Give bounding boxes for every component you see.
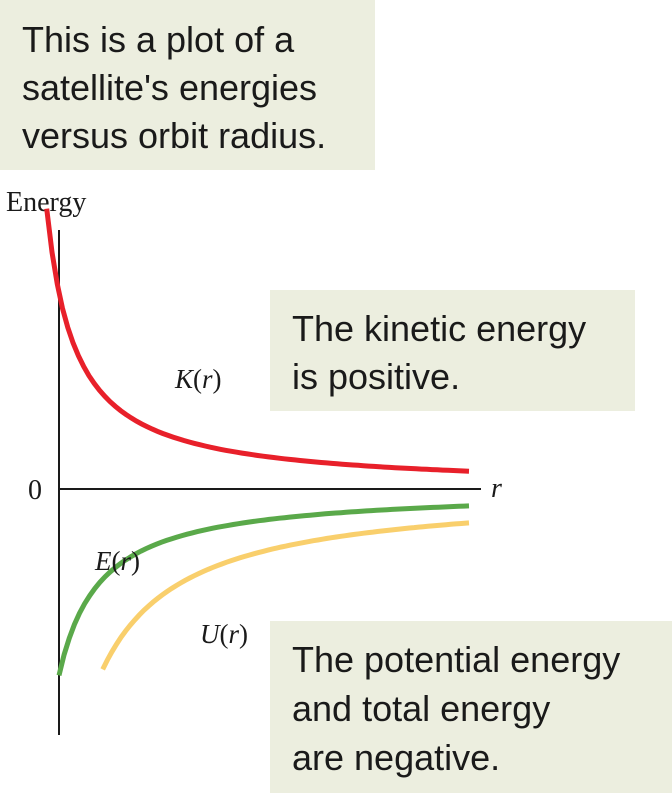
callout-top-line: This is a plot of a [22,19,295,60]
callout-kinetic: The kinetic energy is positive. [270,290,635,411]
callout-potential-line: are negative. [292,737,500,778]
callout-kinetic-line: is positive. [292,356,460,397]
series-label-kinetic: K(r) [174,364,222,394]
callout-top-line: versus orbit radius. [22,115,326,156]
callout-top-line: satellite's energies [22,67,317,108]
callout-potential-line: and total energy [292,688,550,729]
series-label-total: E(r) [94,546,140,576]
x-axis-label: r [491,473,502,504]
callout-potential: The potential energy and total energy ar… [270,621,672,793]
series-label-potential: U(r) [200,619,248,649]
callout-kinetic-line: The kinetic energy [292,308,586,349]
y-tick-label-zero: 0 [28,475,42,506]
callout-potential-line: The potential energy [292,639,620,680]
callout-top: This is a plot of a satellite's energies… [0,0,375,170]
series-line-total [56,503,470,676]
series-line-kinetic [44,208,470,474]
series-line-potential [100,520,470,671]
